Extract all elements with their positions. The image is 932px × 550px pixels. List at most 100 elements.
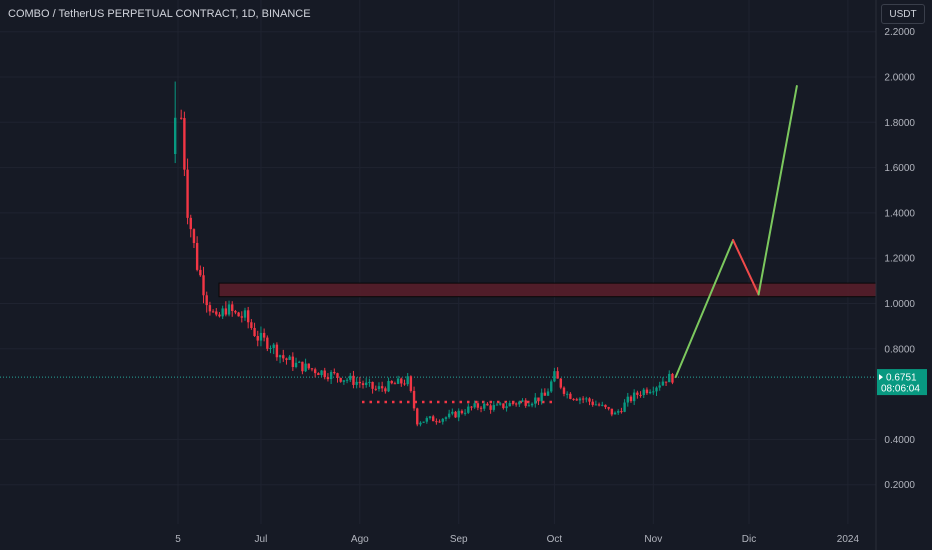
candle	[374, 385, 377, 391]
candle	[412, 386, 416, 411]
candle	[470, 406, 473, 411]
candle-body	[294, 362, 298, 367]
candle-body	[326, 377, 330, 380]
candle-body	[610, 408, 614, 415]
candle	[460, 409, 464, 415]
candle-body	[195, 242, 199, 270]
candle	[352, 370, 355, 389]
candle	[179, 109, 183, 120]
candle-body	[208, 305, 212, 312]
candle-body	[451, 411, 454, 414]
candle-body	[342, 380, 346, 382]
candle	[419, 421, 422, 427]
candle	[454, 410, 457, 418]
currency-button[interactable]: USDT	[881, 4, 925, 24]
candle-body	[540, 392, 543, 402]
x-tick-label: 2024	[837, 534, 860, 545]
candle-body	[329, 372, 333, 380]
candle	[479, 406, 483, 413]
candle-body	[483, 403, 486, 409]
candle-body	[617, 411, 620, 413]
candle-body	[288, 356, 291, 360]
y-tick-label: 0.2000	[884, 480, 915, 491]
candle	[457, 408, 460, 422]
candle-body	[655, 387, 658, 392]
candle-body	[658, 385, 661, 388]
candle	[565, 391, 569, 399]
candle	[361, 380, 365, 389]
candle-body	[345, 379, 349, 381]
candle-body	[393, 383, 397, 385]
candle	[508, 400, 511, 407]
candle-body	[591, 401, 594, 405]
candle	[403, 379, 406, 386]
candle-body	[227, 304, 231, 315]
projection-segment	[674, 239, 735, 379]
candle	[572, 398, 575, 401]
candle-body	[492, 405, 496, 410]
candle	[416, 407, 419, 427]
candle-body	[604, 404, 607, 408]
candle-body	[205, 295, 208, 306]
candle-body	[246, 310, 250, 323]
candle-body	[444, 417, 448, 419]
candle-body	[323, 370, 326, 378]
candle-body	[514, 403, 518, 405]
price-axis[interactable]: 2.2000 2.0000 1.8000 1.6000 1.4000 1.2000 1.00…	[875, 0, 915, 550]
candle	[384, 386, 387, 394]
candle-body	[597, 404, 601, 406]
candle	[269, 345, 272, 354]
candle-body	[243, 310, 247, 318]
candle-body	[396, 378, 400, 384]
x-tick-label: Nov	[644, 534, 662, 545]
time-axis[interactable]: 5 Jul Ago Sep Oct Nov Dic 2024	[175, 534, 859, 545]
candle-body	[355, 381, 358, 385]
y-tick-label: 2.2000	[884, 27, 915, 38]
candle-body	[365, 382, 368, 385]
y-tick-label: 1.8000	[884, 118, 915, 129]
candle	[530, 402, 534, 408]
candle	[272, 342, 275, 355]
candle	[310, 367, 314, 372]
candle-body	[215, 311, 218, 315]
candle-body	[361, 383, 365, 385]
candle	[534, 393, 537, 408]
candle	[406, 373, 409, 387]
candle-body	[307, 363, 310, 369]
x-tick-label: Oct	[547, 534, 563, 545]
candle	[543, 388, 547, 396]
candle-body	[585, 398, 588, 400]
candle	[323, 367, 326, 380]
candle	[613, 411, 617, 415]
candle	[537, 397, 540, 406]
candle-body	[275, 344, 279, 358]
candle	[486, 402, 489, 406]
candle-body	[645, 389, 649, 394]
candle-body	[457, 410, 460, 418]
candle-body	[527, 405, 531, 407]
candle-body	[173, 117, 177, 155]
candle-body	[390, 381, 393, 384]
candle	[317, 372, 320, 376]
candle	[393, 381, 397, 385]
candle-body	[380, 386, 384, 389]
candle	[240, 311, 243, 323]
candle-body	[371, 381, 374, 389]
x-tick-label: Sep	[450, 534, 468, 545]
candle	[652, 386, 655, 395]
candle	[282, 349, 285, 362]
candle	[489, 403, 492, 414]
candle	[601, 401, 604, 407]
candle	[597, 402, 601, 407]
candle-body	[575, 399, 578, 401]
candle	[483, 401, 486, 411]
candle-body	[432, 416, 435, 422]
candle	[432, 414, 435, 422]
candle	[186, 158, 189, 225]
candle-body	[406, 376, 409, 385]
candle-body	[489, 405, 492, 410]
candle	[438, 419, 441, 423]
candle-body	[626, 396, 629, 403]
candle	[642, 387, 645, 399]
